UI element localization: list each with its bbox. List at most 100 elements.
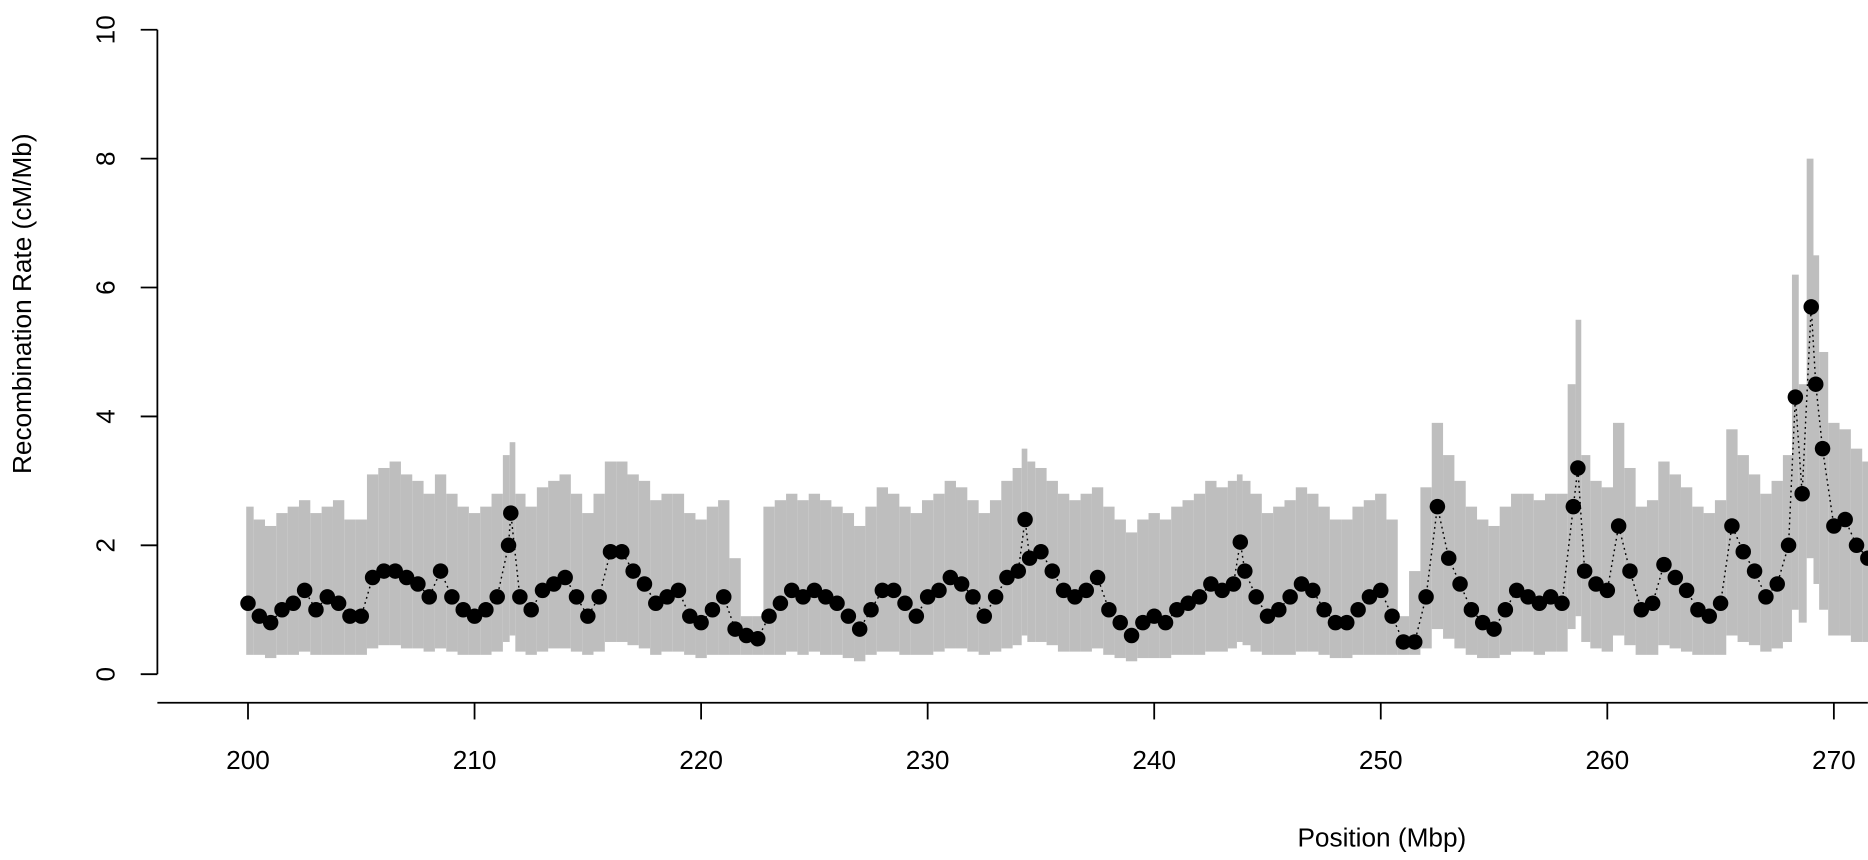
interval [457, 506, 469, 655]
point [274, 602, 290, 618]
interval [1581, 455, 1591, 642]
interval [1590, 480, 1602, 649]
point [444, 589, 460, 605]
interval [1443, 455, 1455, 639]
interval [1420, 487, 1432, 649]
interval [378, 467, 390, 646]
interval [1069, 500, 1081, 652]
point [466, 608, 483, 624]
interval [797, 500, 809, 655]
point [1067, 589, 1083, 605]
interval [1205, 480, 1217, 652]
interval [264, 525, 277, 659]
interval [582, 513, 594, 655]
point [557, 569, 573, 586]
interval [1624, 467, 1636, 646]
point [976, 608, 993, 624]
interval [1454, 480, 1466, 649]
point [670, 582, 687, 599]
point [953, 576, 970, 592]
interval [876, 487, 889, 652]
interval [468, 513, 481, 655]
point [387, 563, 404, 579]
point [625, 563, 641, 579]
point [1146, 608, 1162, 624]
interval [412, 480, 424, 649]
y-tick-label: 8 [90, 151, 120, 166]
point [840, 608, 857, 624]
point [1701, 608, 1718, 624]
interval [1216, 487, 1228, 652]
point [568, 589, 585, 605]
point [874, 582, 891, 599]
point [1429, 498, 1446, 515]
point [1474, 614, 1491, 631]
interval [480, 506, 492, 655]
point [240, 595, 256, 612]
point [308, 602, 324, 618]
interval [1021, 448, 1028, 636]
point [1735, 544, 1751, 560]
interval [729, 558, 741, 655]
point [1463, 602, 1480, 618]
point [523, 602, 539, 618]
point [1282, 589, 1298, 605]
interval [1080, 493, 1092, 652]
interval [1748, 474, 1761, 646]
interval [400, 474, 413, 649]
point [398, 569, 415, 586]
point [1017, 511, 1033, 528]
point [614, 544, 630, 560]
interval [1760, 493, 1772, 652]
point [353, 608, 370, 624]
point [1520, 589, 1536, 605]
point [1191, 589, 1208, 605]
point [1633, 602, 1650, 618]
point [1169, 602, 1185, 618]
x-tick-label: 240 [1132, 745, 1176, 775]
point [1248, 589, 1264, 605]
interval [661, 493, 673, 652]
point [999, 569, 1015, 586]
point [1440, 550, 1457, 566]
point [1724, 518, 1740, 534]
point [772, 595, 789, 612]
point [987, 589, 1004, 605]
x-tick-label: 270 [1812, 745, 1856, 775]
point [1656, 556, 1672, 573]
x-tick-label: 200 [226, 745, 270, 775]
point [376, 563, 392, 579]
interval [650, 500, 662, 655]
interval [1273, 506, 1285, 655]
interval [1012, 467, 1022, 646]
interval [287, 506, 299, 655]
point [1622, 563, 1638, 579]
point [806, 582, 823, 599]
interval [491, 493, 503, 652]
point [1588, 576, 1604, 592]
point [1486, 621, 1502, 637]
point [478, 602, 494, 618]
point [330, 595, 347, 612]
point [1305, 582, 1321, 599]
interval [1363, 500, 1376, 655]
point [648, 595, 664, 612]
interval [1409, 571, 1421, 655]
point [1203, 576, 1219, 592]
interval [1386, 519, 1398, 655]
point [500, 537, 517, 554]
interval [1171, 506, 1183, 655]
interval [831, 506, 843, 655]
interval [310, 513, 322, 655]
y-tick-label: 6 [90, 280, 120, 295]
point [1339, 614, 1355, 631]
interval [1692, 506, 1704, 655]
interval [1533, 500, 1546, 655]
interval [638, 480, 651, 649]
point [1644, 595, 1661, 612]
interval [1488, 525, 1500, 659]
x-tick-label: 210 [453, 745, 497, 775]
interval [842, 513, 855, 659]
point [1350, 602, 1366, 618]
